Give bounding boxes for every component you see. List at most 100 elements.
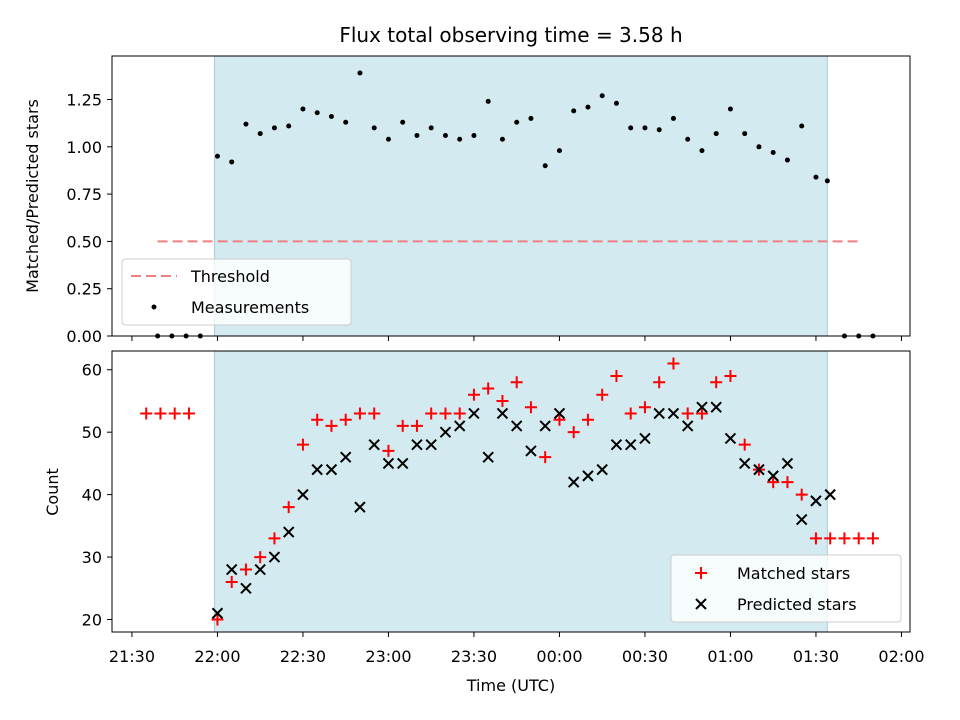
measurement-point: [599, 93, 605, 99]
measurement-point: [371, 125, 377, 131]
predicted-star-point: [211, 607, 224, 619]
matched-star-point: [667, 357, 680, 370]
matched-star-point: [710, 376, 723, 389]
measurement-point: [400, 119, 406, 125]
matched-star-point: [824, 532, 837, 545]
measurement-point: [357, 70, 363, 76]
matched-star-point: [311, 413, 324, 426]
measurement-point: [328, 114, 334, 120]
matched-star-point: [781, 476, 794, 489]
matched-star-point: [467, 388, 480, 401]
x-tick-label: 22:30: [280, 647, 326, 666]
y-tick-label: 50: [82, 423, 102, 442]
measurement-point: [770, 149, 776, 155]
predicted-star-point: [639, 432, 651, 445]
predicted-star-point: [439, 426, 452, 438]
measurement-point: [656, 127, 662, 133]
matched-star-point: [154, 407, 167, 420]
predicted-star-point: [240, 582, 252, 594]
predicted-star-point: [325, 463, 338, 476]
measurement-point: [799, 123, 805, 129]
predicted-star-point: [396, 457, 409, 470]
matched-star-point: [453, 407, 466, 420]
predicted-star-point: [425, 438, 437, 451]
predicted-star-point: [496, 407, 509, 420]
measurement-point: [670, 115, 676, 121]
predicted-star-point: [596, 463, 608, 476]
measurement-point: [428, 125, 434, 131]
matched-star-point: [410, 419, 423, 432]
predicted-star-point: [297, 488, 309, 501]
measurement-point: [286, 123, 292, 129]
matched-star-point: [353, 407, 366, 420]
matched-star-point: [567, 426, 580, 439]
measurement-point: [385, 136, 391, 142]
matched-star-point: [396, 419, 409, 432]
predicted-star-point: [339, 451, 352, 463]
matched-star-point: [268, 532, 281, 545]
legend-predicted-label: Predicted stars: [737, 595, 857, 614]
y-tick-label: 1.00: [66, 138, 102, 157]
y-tick-label: 0.75: [66, 185, 102, 204]
y-tick-label: 60: [82, 361, 102, 380]
matched-star-point: [368, 407, 381, 420]
x-tick-label: 00:30: [622, 647, 668, 666]
measurement-point: [528, 115, 534, 121]
top-legend-box: [121, 258, 352, 326]
measurement-point: [499, 136, 505, 142]
y-tick-label: 0.00: [66, 327, 102, 346]
measurement-point: [824, 178, 830, 184]
measurement-point: [314, 110, 320, 116]
predicted-star-point: [368, 438, 380, 451]
matched-star-point: [795, 488, 808, 501]
predicted-star-point: [624, 438, 637, 451]
bottom-legend: Matched stars Predicted stars: [670, 554, 902, 623]
matched-star-point: [767, 476, 780, 489]
predicted-star-point: [539, 420, 551, 432]
predicted-star-point: [525, 445, 537, 457]
measurement-point: [742, 131, 748, 137]
measurement-point: [271, 125, 277, 131]
top-y-ticks: 0.00 0.25 0.50 0.75 1.00 1.25: [66, 91, 112, 346]
matched-star-point: [225, 576, 238, 589]
bottom-marks: [140, 357, 879, 626]
matched-star-point: [695, 407, 708, 420]
legend-matched-label: Matched stars: [737, 564, 850, 583]
measurement-point: [243, 121, 249, 127]
predicted-star-point: [582, 470, 594, 482]
predicted-star-point: [411, 438, 423, 451]
measurement-point: [300, 106, 306, 112]
measurement-point: [642, 125, 648, 131]
predicted-star-point: [268, 551, 281, 563]
bottom-y-axis-label: Count: [43, 468, 62, 516]
predicted-star-point: [781, 457, 794, 470]
matched-star-point: [638, 401, 651, 414]
predicted-star-point: [482, 451, 494, 463]
measurement-point: [229, 159, 235, 165]
bottom-y-ticks: 20 30 40 50 60: [82, 361, 112, 630]
bottom-legend-box: [670, 554, 902, 623]
matched-star-point: [581, 413, 594, 426]
matched-star-point: [724, 369, 737, 382]
predicted-star-point: [553, 407, 566, 420]
x-tick-label: 22:00: [194, 647, 240, 666]
matched-star-point: [482, 382, 495, 395]
matched-star-point: [140, 407, 153, 420]
measurement-point: [727, 106, 733, 112]
measurement-point: [813, 174, 819, 180]
matched-star-point: [254, 551, 267, 564]
predicted-star-point: [753, 463, 765, 476]
measurement-point: [756, 144, 762, 150]
measurement-point: [214, 153, 220, 159]
top-plot-frame: [111, 55, 911, 337]
predicted-star-point: [225, 563, 238, 576]
matched-star-point: [339, 413, 352, 426]
measurement-point: [713, 131, 719, 137]
matched-star-point: [596, 388, 609, 401]
measurement-point: [628, 125, 634, 131]
predicted-star-point: [738, 457, 751, 470]
measurement-point: [485, 98, 491, 104]
predicted-star-point: [453, 420, 466, 432]
predicted-star-point: [810, 495, 822, 507]
predicted-star-point: [254, 563, 266, 576]
